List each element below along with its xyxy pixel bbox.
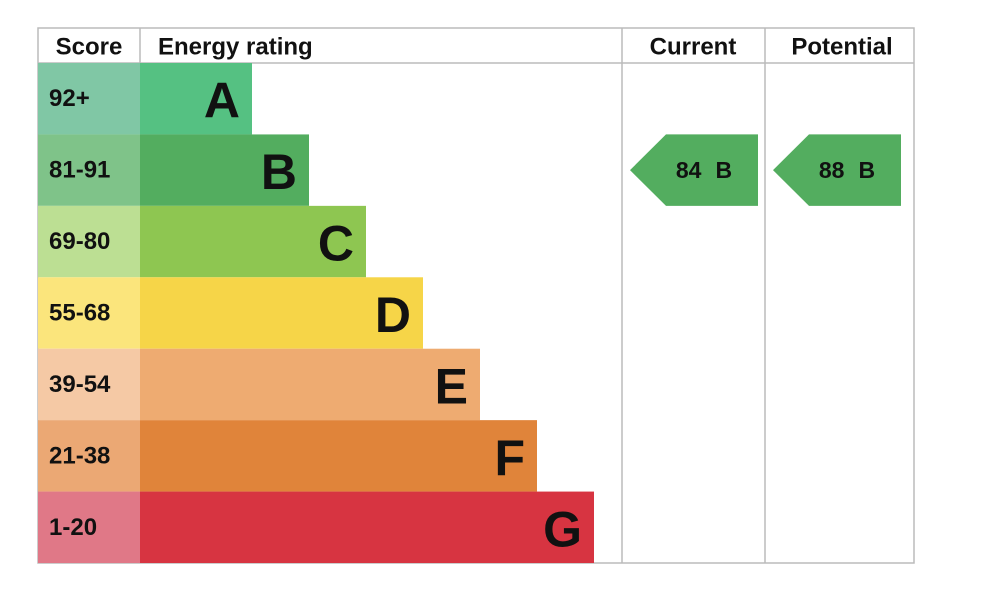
score-range: 55-68 (49, 300, 110, 327)
rating-letter: C (318, 216, 354, 272)
current-score: 84 (676, 157, 702, 183)
header-score: Score (56, 34, 123, 61)
score-range: 69-80 (49, 228, 110, 255)
potential-score: 88 (819, 157, 845, 183)
rating-letter: E (435, 358, 468, 414)
current-rating: B (715, 157, 732, 183)
potential-rating: B (858, 157, 875, 183)
score-range: 39-54 (49, 371, 111, 398)
score-cell (38, 134, 140, 206)
rating-letter: F (494, 430, 525, 486)
current-label: 84 B (676, 157, 732, 183)
score-cell (38, 491, 140, 563)
potential-arrow (773, 134, 901, 206)
score-cell (38, 420, 140, 492)
score-range: 1-20 (49, 514, 97, 541)
rating-bar (140, 63, 252, 135)
score-range: 81-91 (49, 157, 110, 184)
score-cell (38, 63, 140, 135)
header-potential: Potential (791, 34, 892, 61)
rating-bar (140, 420, 537, 492)
rating-bar (140, 205, 366, 278)
score-range: 92+ (49, 85, 90, 112)
rating-bar (140, 277, 423, 349)
rating-bar (140, 348, 480, 421)
header-current: Current (650, 34, 737, 61)
score-range: 21-38 (49, 442, 110, 469)
potential-label: 88 B (819, 157, 875, 183)
header-energy-rating: Energy rating (158, 34, 313, 61)
rating-letter: B (261, 144, 297, 200)
current-arrow (630, 134, 758, 206)
rating-bar (140, 491, 594, 563)
rating-bar (140, 134, 309, 206)
rating-letter: A (204, 73, 240, 129)
rating-letter: G (543, 501, 582, 557)
score-cell (38, 277, 140, 349)
rating-letter: D (375, 287, 411, 343)
score-cell (38, 205, 140, 278)
score-cell (38, 348, 140, 421)
